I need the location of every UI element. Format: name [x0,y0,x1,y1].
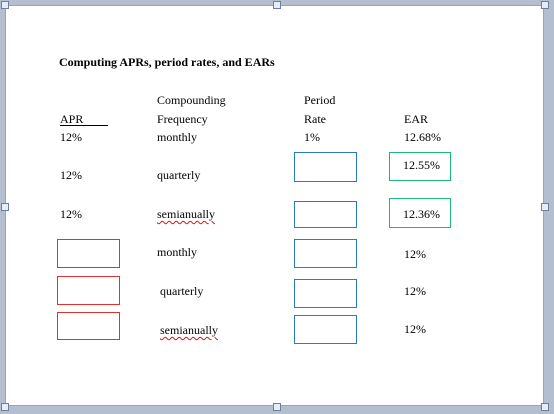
row6-frequency: semianually [160,323,218,337]
row3-apr: 12% [60,207,82,221]
row4-ear: 12% [404,247,426,261]
resize-handle-middle-right[interactable] [541,203,549,211]
row4-period-rate-input[interactable] [294,239,357,268]
header-frequency: Frequency [157,112,208,126]
row4-apr-input[interactable] [57,239,120,268]
row3-ear-box: 12.36% [389,198,451,228]
resize-handle-middle-left[interactable] [1,203,9,211]
header-period: Period [304,93,336,107]
row5-apr-input[interactable] [57,276,120,305]
header-rate: Rate [304,112,326,126]
header-apr-underline [60,125,108,126]
row2-ear-box: 12.55% [389,152,451,181]
resize-handle-bottom-center[interactable] [273,403,281,411]
row3-ear-value: 12.36% [403,207,440,221]
row1-frequency: monthly [157,130,198,144]
resize-handle-bottom-right[interactable] [541,403,549,411]
row6-period-rate-input[interactable] [294,315,357,344]
resize-handle-bottom-left[interactable] [1,403,9,411]
row5-period-rate-input[interactable] [294,279,357,308]
row3-frequency: semianually [157,207,215,221]
header-compounding: Compounding [157,93,226,107]
row3-period-rate-input[interactable] [294,201,357,228]
row6-ear: 12% [404,322,426,336]
resize-handle-top-right[interactable] [541,1,549,9]
resize-handle-top-left[interactable] [1,1,9,9]
row1-ear: 12.68% [404,130,441,144]
row1-apr: 12% [60,130,82,144]
resize-handle-top-center[interactable] [273,1,281,9]
row2-frequency: quarterly [157,168,201,182]
row2-period-rate-input[interactable] [294,152,357,182]
header-apr: APR [60,112,84,126]
row5-frequency: quarterly [160,284,204,298]
row6-apr-input[interactable] [57,312,120,340]
document-title: Computing APRs, period rates, and EARs [59,55,275,69]
row2-apr: 12% [60,168,82,182]
row4-frequency: monthly [157,245,198,259]
row1-period-rate: 1% [304,130,320,144]
header-ear: EAR [404,112,428,126]
row5-ear: 12% [404,284,426,298]
row2-ear-value: 12.55% [403,158,440,172]
